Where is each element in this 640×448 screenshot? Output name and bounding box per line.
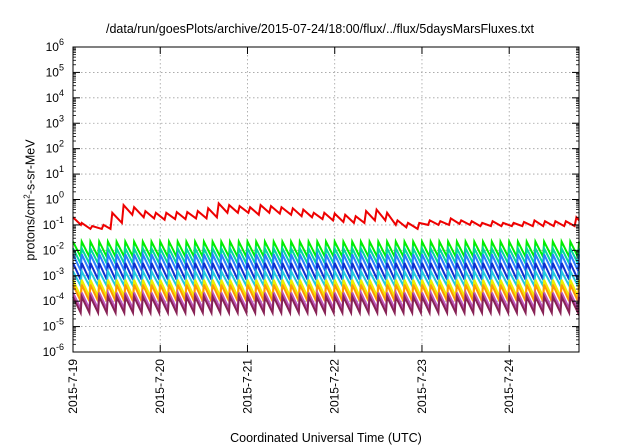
x-tick-label: 2015-7-19	[66, 359, 80, 414]
y-tick-label: 103	[46, 113, 64, 130]
y-tick-label: 100	[46, 190, 64, 207]
series-line-10	[72, 292, 580, 317]
x-tick-label: 2015-7-23	[415, 359, 429, 414]
y-tick-label: 10-2	[43, 240, 64, 257]
y-tick-label: 10-6	[43, 342, 64, 359]
y-tick-label: 106	[46, 37, 64, 54]
y-tick-label: 10-5	[43, 317, 64, 334]
y-tick-label: 10-1	[43, 215, 64, 232]
series-line-1	[72, 201, 580, 231]
y-tick-label: 10-4	[43, 291, 64, 308]
y-tick-label: 10-3	[43, 266, 64, 283]
x-tick-label: 2015-7-22	[328, 359, 342, 414]
y-tick-label: 101	[46, 164, 64, 181]
x-tick-label: 2015-7-24	[502, 359, 516, 414]
chart-title: /data/run/goesPlots/archive/2015-07-24/1…	[105, 22, 534, 36]
x-tick-label: 2015-7-21	[240, 359, 254, 414]
x-axis-label: Coordinated Universal Time (UTC)	[230, 431, 422, 445]
y-tick-label: 105	[46, 62, 64, 79]
axis-ticks	[72, 46, 579, 353]
y-tick-label: 104	[46, 88, 64, 105]
y-tick-label: 102	[46, 139, 64, 156]
x-tick-labels: 2015-7-19 2015-7-20 2015-7-21 2015-7-22 2015…	[66, 359, 516, 414]
series-lines	[72, 201, 580, 317]
x-tick-label: 2015-7-20	[153, 359, 167, 414]
y-tick-labels: 10-6 10-5 10-4 10-3 10-2 10-1 100 101 102 103 104 1…	[43, 37, 64, 359]
